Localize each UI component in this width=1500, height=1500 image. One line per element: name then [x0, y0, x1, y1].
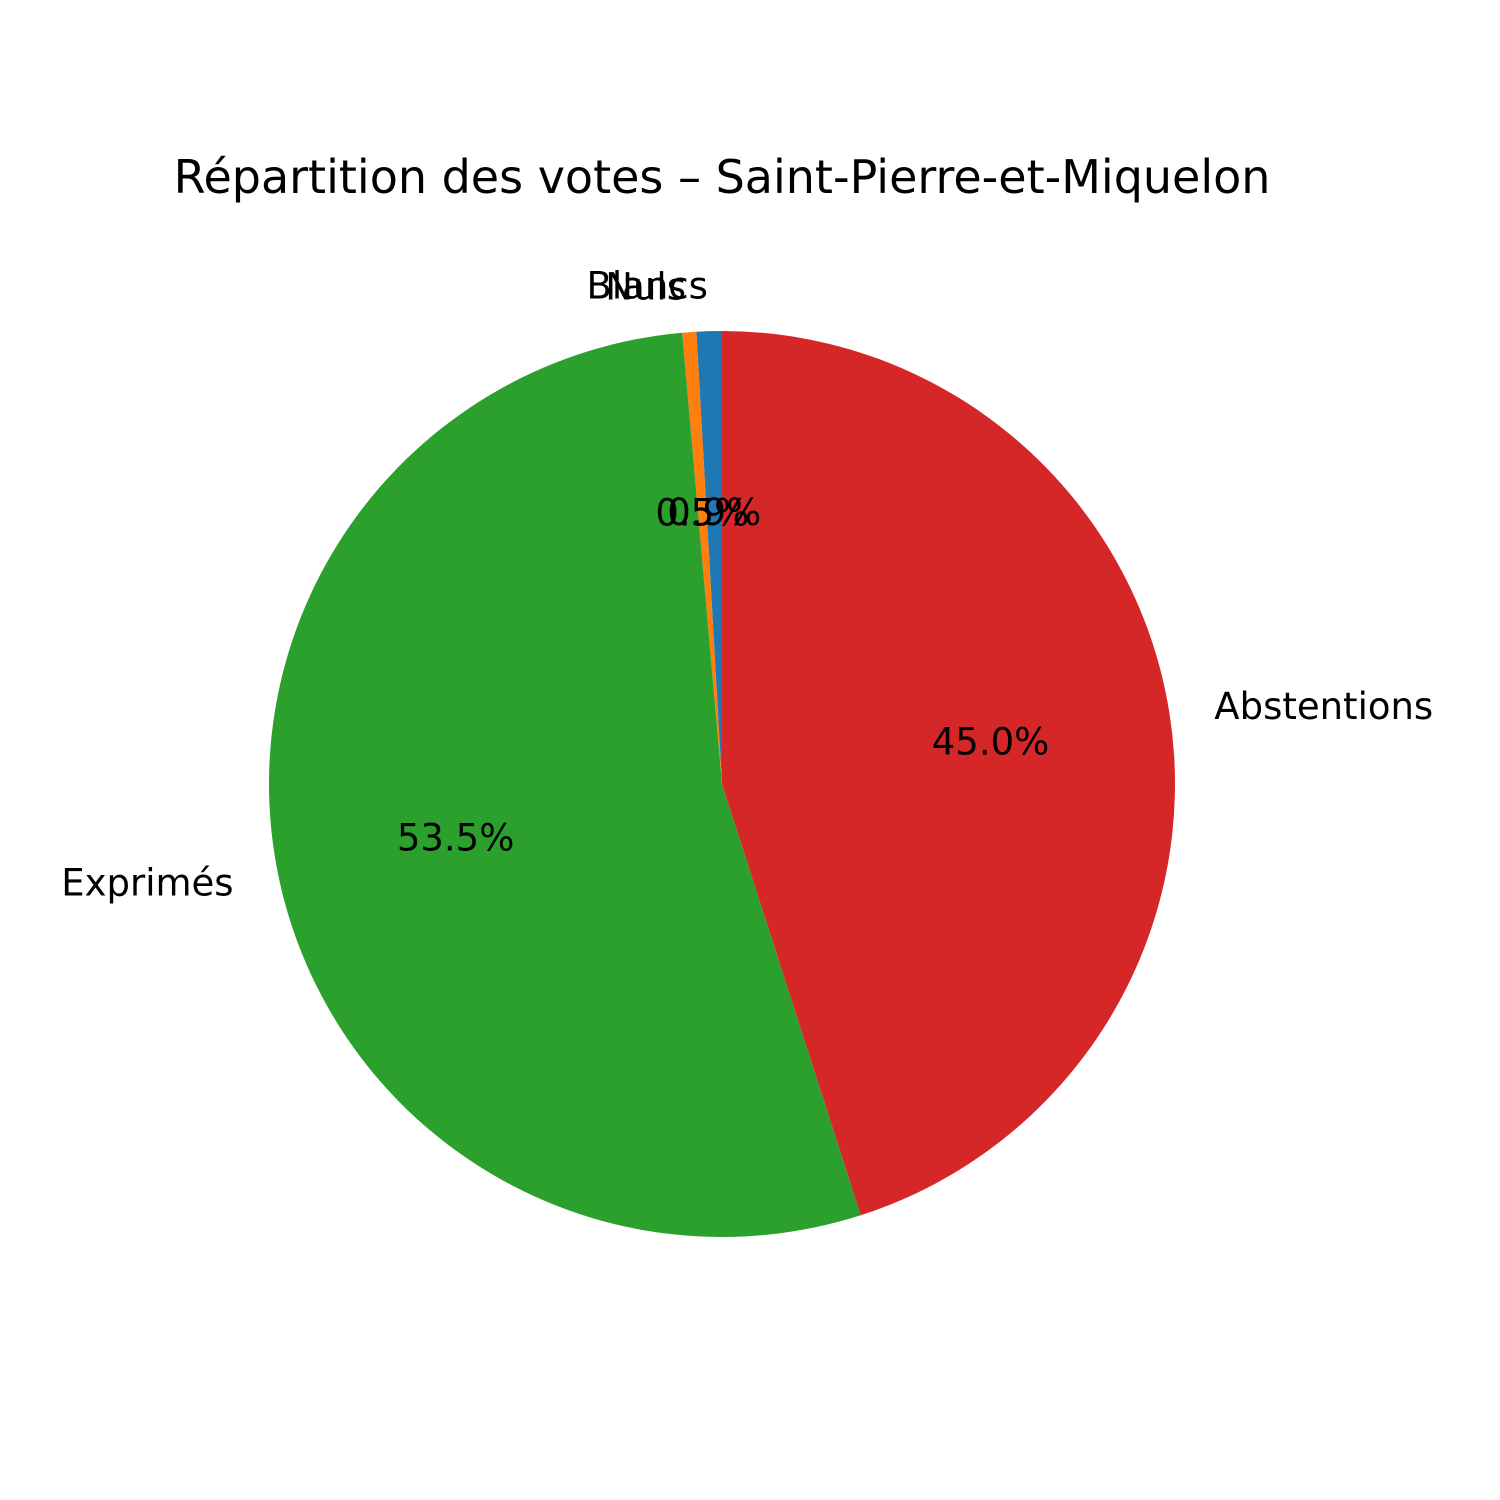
value-label-abstentions: 45.0%	[932, 720, 1050, 763]
value-label-exprimes: 53.5%	[397, 816, 515, 859]
pie-slices	[268, 331, 1175, 1237]
pie-slice-abstentions	[722, 331, 1175, 1216]
slice-label-nuls: Nuls	[605, 266, 686, 309]
pie-slice-blancs	[696, 331, 722, 784]
pie-labels: Blancs 0.9% Nuls 0.5% Exprimés 53.5% Abstentio…	[61, 264, 1433, 904]
slice-label-abstentions: Abstentions	[1214, 685, 1433, 728]
slice-label-blancs: Blancs	[586, 264, 707, 307]
slice-label-exprimes: Exprimés	[61, 861, 233, 904]
pie-slice-exprimes	[268, 332, 861, 1237]
value-label-blancs: 0.9%	[667, 491, 761, 534]
value-label-nuls: 0.5%	[655, 491, 749, 534]
pie-slice-nuls	[682, 331, 722, 784]
chart-title: Répartition des votes – Saint-Pierre-et-…	[174, 150, 1271, 204]
